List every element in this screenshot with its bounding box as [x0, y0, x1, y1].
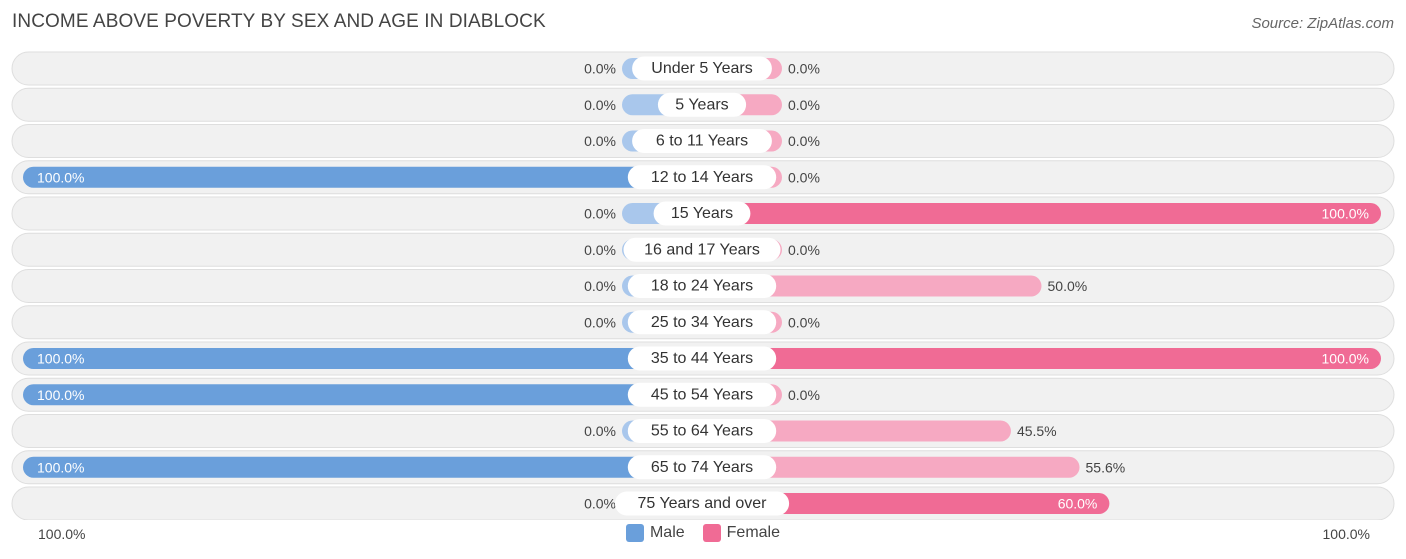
value-label-male: 0.0%: [584, 133, 616, 149]
category-label-pill: [653, 201, 751, 226]
value-label-female: 50.0%: [1048, 278, 1088, 294]
value-label-female: 0.0%: [788, 61, 820, 77]
category-label-pill: [627, 455, 777, 480]
value-label-female: 45.5%: [1017, 423, 1057, 439]
chart-title: INCOME ABOVE POVERTY BY SEX AND AGE IN D…: [12, 11, 546, 32]
value-label-male: 0.0%: [584, 314, 616, 330]
value-label-female: 0.0%: [788, 97, 820, 113]
value-label-female: 0.0%: [788, 169, 820, 185]
bar-male: [23, 456, 702, 478]
legend-item-female: Female: [702, 524, 781, 542]
category-label: 12 to 14 Years: [651, 169, 753, 186]
legend-item-male: Male: [625, 524, 685, 542]
category-label: 16 and 17 Years: [644, 241, 760, 258]
value-label-female: 100.0%: [1322, 351, 1369, 367]
value-label-male: 100.0%: [37, 387, 84, 403]
category-label-pill: [627, 346, 777, 371]
legend-label-male: Male: [649, 524, 685, 541]
category-label: Under 5 Years: [651, 60, 752, 77]
category-label-pill: [627, 165, 777, 190]
category-label: 45 to 54 Years: [651, 386, 753, 403]
bar-male: [23, 348, 702, 369]
category-label-pill: [627, 382, 777, 407]
value-label-male: 0.0%: [584, 61, 616, 77]
category-label-pill: [627, 310, 777, 335]
bar-female: [702, 420, 1011, 442]
bar-male: [23, 166, 702, 188]
category-label: 5 Years: [675, 96, 728, 113]
category-label: 65 to 74 Years: [651, 459, 753, 476]
bar-female: [702, 348, 1381, 369]
value-label-female: 55.6%: [1086, 459, 1126, 475]
axis-right-label: 100.0%: [1322, 526, 1370, 542]
category-label: 35 to 44 Years: [651, 350, 753, 367]
legend-swatch-male: [625, 524, 644, 542]
legend-label-female: Female: [726, 524, 781, 541]
value-label-male: 0.0%: [584, 206, 616, 222]
category-label-pill: [632, 56, 772, 81]
category-label: 18 to 24 Years: [651, 278, 753, 295]
legend-swatch-female: [702, 524, 721, 542]
category-label-pill: [614, 491, 790, 516]
category-label-pill: [657, 92, 747, 117]
category-label: 75 Years and over: [638, 495, 768, 512]
category-label-pill: [623, 237, 781, 262]
category-label-pill: [627, 274, 777, 298]
category-label: 15 Years: [671, 205, 733, 222]
value-label-male: 100.0%: [37, 459, 84, 475]
value-label-male: 100.0%: [37, 351, 84, 367]
category-label-pill: [627, 419, 777, 443]
value-label-male: 100.0%: [37, 169, 84, 185]
value-label-female: 60.0%: [1058, 496, 1098, 512]
source-credit: Source: ZipAtlas.com: [1251, 15, 1394, 32]
legend: Male Female: [0, 524, 1406, 542]
value-label-male: 0.0%: [584, 97, 616, 113]
value-label-female: 0.0%: [788, 387, 820, 403]
value-label-female: 0.0%: [788, 133, 820, 149]
value-label-female: 100.0%: [1322, 206, 1369, 222]
bar-male: [23, 384, 702, 406]
bar-female: [702, 493, 1110, 514]
value-label-male: 0.0%: [584, 278, 616, 294]
bar-female: [702, 456, 1080, 478]
category-label-pill: [632, 129, 772, 153]
value-label-female: 0.0%: [788, 242, 820, 258]
bar-female: [702, 203, 1381, 224]
category-label: 55 to 64 Years: [651, 423, 753, 440]
category-label: 6 to 11 Years: [656, 133, 748, 150]
bar-female: [702, 275, 1042, 297]
diverging-bar-chart: 0.0% 0.0% Under 5 Years 0.0% 0.0% 5 Years 0.0%…: [11, 51, 1395, 520]
category-label: 25 to 34 Years: [651, 314, 753, 331]
value-label-female: 0.0%: [788, 314, 820, 330]
value-label-male: 0.0%: [584, 423, 616, 439]
value-label-male: 0.0%: [584, 496, 616, 512]
value-label-male: 0.0%: [584, 242, 616, 258]
axis-left-label: 100.0%: [38, 526, 86, 542]
